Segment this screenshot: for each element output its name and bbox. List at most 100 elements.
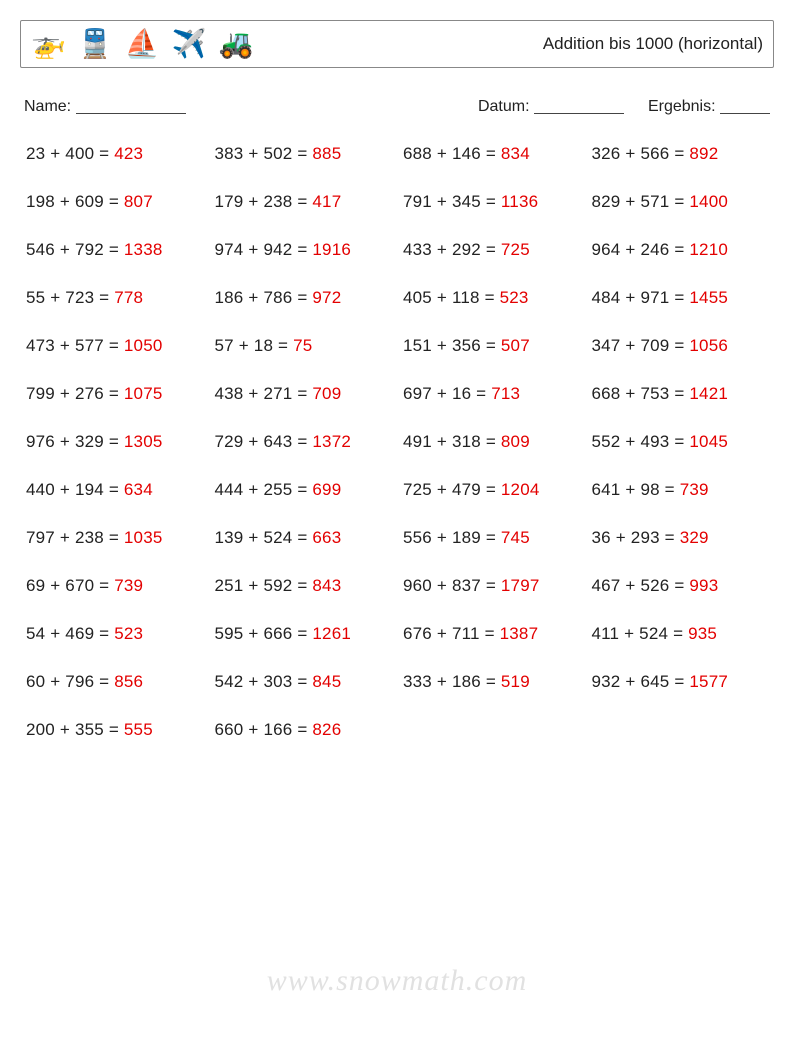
problem-item: 179 + 238 = 417 [215,192,392,212]
problem-expression: 333 + 186 = [403,672,501,691]
problem-item: 546 + 792 = 1338 [26,240,203,260]
problem-answer: 739 [114,576,143,595]
problem-item: 347 + 709 = 1056 [592,336,769,356]
problem-answer: 856 [114,672,143,691]
problem-answer: 834 [501,144,530,163]
result-label: Ergebnis: [648,98,720,115]
name-label: Name: [24,98,76,115]
problem-item: 405 + 118 = 523 [403,288,580,308]
problem-item: 484 + 971 = 1455 [592,288,769,308]
problem-expression: 641 + 98 = [592,480,680,499]
problem-expression: 697 + 16 = [403,384,491,403]
problem-expression: 974 + 942 = [215,240,313,259]
problem-expression: 186 + 786 = [215,288,313,307]
problem-item: 660 + 166 = 826 [215,720,392,740]
problem-expression: 725 + 479 = [403,480,501,499]
problem-expression: 556 + 189 = [403,528,501,547]
problem-answer: 1387 [500,624,539,643]
problem-answer: 1056 [689,336,728,355]
result-blank[interactable] [720,97,770,114]
problem-item: 251 + 592 = 843 [215,576,392,596]
problem-expression: 179 + 238 = [215,192,313,211]
problem-answer: 634 [124,480,153,499]
problem-expression: 960 + 837 = [403,576,501,595]
problem-answer: 826 [312,720,341,739]
result-field-group: Ergebnis: [648,94,770,116]
problem-expression: 595 + 666 = [215,624,313,643]
problem-item: 433 + 292 = 725 [403,240,580,260]
problem-answer: 1210 [689,240,728,259]
problem-answer: 329 [680,528,709,547]
problem-answer: 1797 [501,576,540,595]
problem-item: 411 + 524 = 935 [592,624,769,644]
problem-answer: 699 [312,480,341,499]
problem-answer: 1338 [124,240,163,259]
problem-item: 964 + 246 = 1210 [592,240,769,260]
problem-item: 542 + 303 = 845 [215,672,392,692]
problem-expression: 411 + 524 = [592,624,689,643]
problem-item: 797 + 238 = 1035 [26,528,203,548]
problem-item: 444 + 255 = 699 [215,480,392,500]
name-blank[interactable] [76,97,186,114]
name-field-group: Name: [24,94,478,116]
problem-item: 55 + 723 = 778 [26,288,203,308]
header-icon-strip: 🚁 🚆 ⛵ ✈️ 🚜 [31,30,253,58]
problem-answer: 807 [124,192,153,211]
problem-item: 556 + 189 = 745 [403,528,580,548]
problem-expression: 440 + 194 = [26,480,124,499]
problem-expression: 829 + 571 = [592,192,690,211]
problem-item: 36 + 293 = 329 [592,528,769,548]
problem-answer: 423 [114,144,143,163]
problem-answer: 507 [501,336,530,355]
problem-item: 23 + 400 = 423 [26,144,203,164]
problem-item: 932 + 645 = 1577 [592,672,769,692]
train-icon: 🚆 [78,30,113,58]
problem-answer: 809 [501,432,530,451]
problem-answer: 1455 [689,288,728,307]
problem-item: 552 + 493 = 1045 [592,432,769,452]
problem-expression: 405 + 118 = [403,288,500,307]
problem-answer: 1372 [312,432,351,451]
problem-answer: 523 [114,624,143,643]
problem-answer: 1050 [124,336,163,355]
problem-item: 54 + 469 = 523 [26,624,203,644]
problem-expression: 688 + 146 = [403,144,501,163]
problem-expression: 964 + 246 = [592,240,690,259]
problem-answer: 523 [500,288,529,307]
problem-item: 198 + 609 = 807 [26,192,203,212]
problem-expression: 976 + 329 = [26,432,124,451]
problem-expression: 668 + 753 = [592,384,690,403]
problem-item: 491 + 318 = 809 [403,432,580,452]
problem-answer: 1035 [124,528,163,547]
problem-item: 438 + 271 = 709 [215,384,392,404]
date-blank[interactable] [534,97,624,114]
problem-answer: 725 [501,240,530,259]
problem-answer: 1204 [501,480,540,499]
problem-item: 729 + 643 = 1372 [215,432,392,452]
problem-item: 641 + 98 = 739 [592,480,769,500]
date-label: Datum: [478,98,534,115]
problems-grid: 23 + 400 = 423383 + 502 = 885688 + 146 =… [20,144,774,740]
problem-answer: 885 [312,144,341,163]
problem-expression: 151 + 356 = [403,336,501,355]
problem-item: 976 + 329 = 1305 [26,432,203,452]
problem-expression: 347 + 709 = [592,336,690,355]
problem-answer: 1305 [124,432,163,451]
problem-answer: 972 [312,288,341,307]
problem-answer: 75 [293,336,312,355]
problem-item: 799 + 276 = 1075 [26,384,203,404]
problem-item: 139 + 524 = 663 [215,528,392,548]
problem-item: 668 + 753 = 1421 [592,384,769,404]
problem-item: 333 + 186 = 519 [403,672,580,692]
sailboat-icon: ⛵ [125,30,160,58]
problem-answer: 1400 [689,192,728,211]
watermark: www.snowmath.com [0,964,794,998]
helicopter-icon: 🚁 [31,30,66,58]
problem-expression: 23 + 400 = [26,144,114,163]
problem-expression: 546 + 792 = [26,240,124,259]
problem-answer: 1577 [689,672,728,691]
problem-answer: 1045 [689,432,728,451]
problem-item: 467 + 526 = 993 [592,576,769,596]
problem-answer: 1916 [312,240,351,259]
problem-expression: 57 + 18 = [215,336,294,355]
